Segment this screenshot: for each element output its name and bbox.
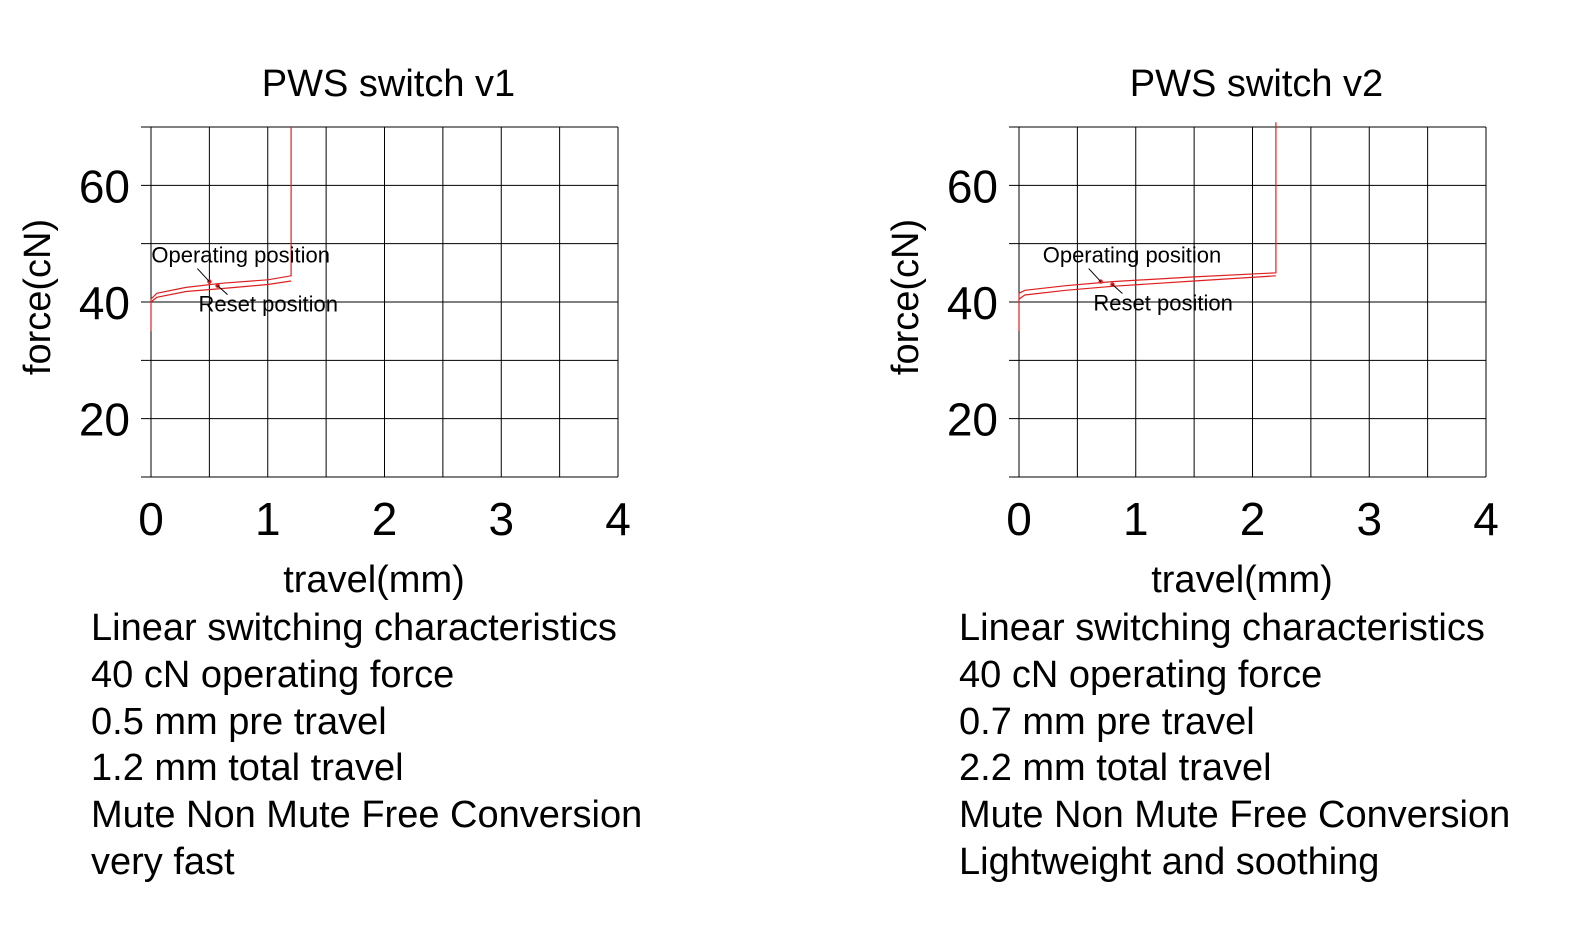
operating-position-label: Operating position: [1043, 243, 1222, 268]
chart-panel-v2: PWS switch v2 0 1 2 3 4 20 40 60 travel(mm) force(…: [868, 0, 1590, 947]
spec-line: Linear switching characteristics: [959, 607, 1485, 649]
x-axis-label: travel(mm): [1151, 559, 1333, 600]
spec-line: Linear switching characteristics: [91, 607, 617, 649]
operating-position-label: Operating position: [151, 243, 330, 268]
y-axis-label: force(cN): [885, 219, 927, 375]
x-tick-label: 1: [255, 493, 281, 545]
chart-title: PWS switch v2: [1130, 63, 1383, 105]
reset-leader-line: [1112, 284, 1123, 294]
operating-leader-line: [197, 268, 210, 282]
y-tick-label: 20: [79, 394, 130, 446]
x-tick-label: 3: [1356, 493, 1382, 545]
spec-line: Mute Non Mute Free Conversion: [91, 794, 643, 837]
chart-title: PWS switch v1: [262, 63, 515, 105]
spec-line: very fast: [91, 840, 235, 883]
switch-spec-list-v2: Linear switching characteristics 40 cN op…: [959, 605, 1510, 886]
force-curve-press: [150, 127, 292, 332]
y-tick-label: 60: [947, 160, 998, 212]
spec-line: 0.5 mm pre travel: [91, 700, 387, 743]
x-tick-label: 2: [1240, 493, 1266, 545]
x-tick-label: 1: [1123, 493, 1149, 545]
force-travel-chart-v2: PWS switch v2 0 1 2 3 4 20 40 60 travel(mm) force(…: [885, 63, 1499, 600]
x-tick-label: 2: [372, 493, 398, 545]
force-curve-press: [1018, 122, 1277, 332]
reset-leader-line: [217, 285, 228, 296]
force-travel-chart-v1: PWS switch v1 0 1 2 3 4 20 40 60 travel(mm) force(…: [17, 63, 631, 600]
spec-line: 40 cN operating force: [91, 653, 455, 696]
force-curve-release: [1018, 275, 1276, 300]
x-tick-label: 4: [1473, 493, 1499, 545]
y-axis-label: force(cN): [17, 219, 59, 375]
x-tick-label: 0: [1006, 493, 1032, 545]
y-tick-label: 20: [947, 394, 998, 446]
force-curve-release: [150, 280, 292, 303]
spec-line: Lightweight and soothing: [959, 840, 1380, 883]
spec-line: Mute Non Mute Free Conversion: [959, 794, 1511, 837]
x-tick-label: 3: [488, 493, 514, 545]
switch-spec-list-v1: Linear switching characteristics 40 cN op…: [91, 605, 642, 886]
reset-position-label: Reset position: [1093, 291, 1232, 316]
y-tick-label: 40: [947, 277, 998, 329]
x-tick-label: 0: [138, 493, 164, 545]
spec-line: 0.7 mm pre travel: [959, 700, 1255, 743]
reset-position-label: Reset position: [199, 292, 338, 317]
spec-line: 40 cN operating force: [959, 653, 1323, 696]
y-tick-label: 60: [79, 160, 130, 212]
y-tick-label: 40: [79, 277, 130, 329]
x-axis-label: travel(mm): [283, 559, 465, 600]
spec-line: 2.2 mm total travel: [959, 747, 1272, 790]
chart-panel-v1: PWS switch v1 0 1 2 3 4 20 40 60 travel(mm) force(…: [17, 63, 642, 886]
operating-leader-line: [1088, 268, 1102, 282]
x-tick-label: 4: [605, 493, 631, 545]
spec-line: 1.2 mm total travel: [91, 747, 404, 790]
